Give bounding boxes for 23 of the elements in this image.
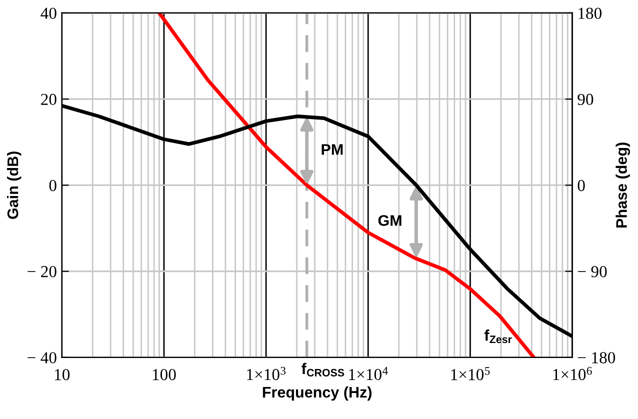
y2-tick-label: 0 xyxy=(578,180,585,192)
y2-tick-label: − 180 xyxy=(578,352,616,364)
ref-line-label: f$_{CROSS}$ xyxy=(302,362,344,376)
x-tick-label: 100 xyxy=(152,369,176,380)
y2-tick-label: − 90 xyxy=(578,266,607,278)
y-tick-label: 0 xyxy=(49,180,56,192)
x-tick-label: 1×10$^{3}$ xyxy=(247,366,286,380)
x-tick-label: 1×10$^{6}$ xyxy=(553,366,592,380)
x-tick-label: 10 xyxy=(55,369,70,380)
y-tick-label: − 40 xyxy=(28,352,56,364)
annotation: PM xyxy=(322,144,343,155)
y-axis-title: Gain (dB) xyxy=(6,152,22,219)
y-tick-label: 20 xyxy=(41,94,56,106)
annotation: f$_{Zesr}$ xyxy=(484,330,512,344)
y2-tick-label: 180 xyxy=(578,8,602,19)
annotation: GM xyxy=(378,215,402,226)
y-tick-label: 40 xyxy=(40,8,56,19)
y2-tick-label: 90 xyxy=(578,94,594,106)
x-tick-label: 1×10$^{5}$ xyxy=(451,367,490,380)
x-tick-label: 1×10$^{4}$ xyxy=(349,366,388,380)
x-axis-title: Frequency (Hz) xyxy=(262,386,372,401)
y-tick-label: − 20 xyxy=(28,266,56,278)
y2-axis-title: Phase (deg) xyxy=(616,142,630,228)
